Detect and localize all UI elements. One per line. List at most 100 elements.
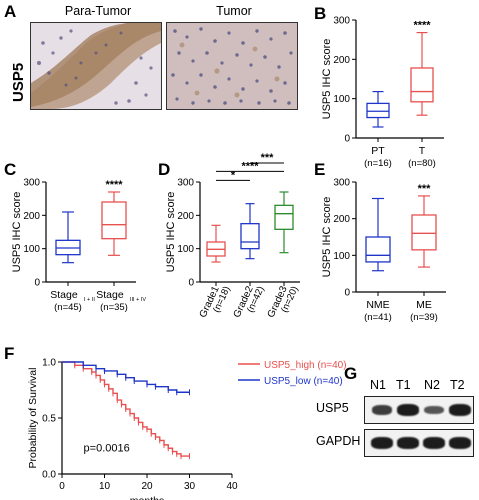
x-tick-n: (n=80) <box>408 158 436 169</box>
y-tick-label: 100 <box>333 251 350 262</box>
panel-label-c: C <box>4 160 17 179</box>
ihc-title-para-tumor: Para-Tumor <box>64 4 132 18</box>
box-iqr <box>240 223 260 250</box>
significance-label: * <box>231 169 236 181</box>
panel-label-f: F <box>4 344 15 363</box>
survival-plot-f: 0.0 0.5 1.0 0 10 20 30 40 months Probability of S… <box>27 358 347 500</box>
y-tick-label: 300 <box>177 178 194 189</box>
panel-label-d: D <box>158 160 171 179</box>
y-tick-label: 100 <box>333 94 350 105</box>
blot-label-usp5: USP5 <box>316 401 349 415</box>
x-tick-label: 30 <box>184 481 196 492</box>
box-0 <box>365 197 391 272</box>
ihc-title-tumor: Tumor <box>216 4 252 18</box>
box-1 <box>411 195 437 268</box>
x-tick-n: (n=39) <box>410 312 438 323</box>
box-iqr <box>411 214 437 251</box>
y-tick-label: 0 <box>188 278 194 289</box>
p-value-annotation: p=0.0016 <box>84 443 130 455</box>
box-1 <box>101 191 127 256</box>
x-tick-label: ME <box>416 299 432 311</box>
blot-band <box>371 437 393 449</box>
significance-label: **** <box>241 160 259 172</box>
x-tick-label: 40 <box>226 481 238 492</box>
x-axis-label: months <box>130 495 164 500</box>
y-tick-label: 0.5 <box>42 414 56 425</box>
lane-label-n1: N1 <box>370 378 386 392</box>
western-blot-gapdh <box>364 429 474 457</box>
box-iqr <box>410 67 434 103</box>
boxplot-b: 0 100 200 300 USP5 IHC score PT(n=16) T(n=80) *… <box>321 16 444 169</box>
legend-label-1: USP5_low (n=40) <box>264 376 343 387</box>
box-2 <box>274 191 294 254</box>
panel-label-b: B <box>314 4 327 23</box>
blot-band <box>397 437 419 449</box>
y-axis-label: USP5 IHC score <box>11 192 23 273</box>
blot-band <box>423 437 445 449</box>
y-tick-label: 200 <box>23 211 40 222</box>
significance-label: *** <box>261 152 275 164</box>
blot-label-gapdh: GAPDH <box>316 434 361 448</box>
box-iqr <box>366 102 390 119</box>
significance-label: **** <box>105 179 123 191</box>
lane-label-t2: T2 <box>450 378 465 392</box>
significance-label: **** <box>413 20 431 32</box>
blot-band <box>449 437 471 449</box>
x-tick-n: (n=45) <box>54 302 82 313</box>
box-iqr <box>101 201 127 240</box>
panel-label-a: A <box>4 2 17 21</box>
x-tick-label: T <box>419 145 426 157</box>
x-tick-label: 10 <box>99 481 111 492</box>
x-tick-label: Stage <box>96 289 124 301</box>
blot-band <box>449 404 471 416</box>
y-tick-label: 100 <box>23 244 40 255</box>
y-tick-label: 100 <box>177 244 194 255</box>
y-tick-label: 1.0 <box>42 358 56 369</box>
x-tick-label: 20 <box>141 481 153 492</box>
panel-label-g: G <box>344 364 358 383</box>
x-tick-n: (n=16) <box>364 158 392 169</box>
y-tick-label: 200 <box>177 211 194 222</box>
y-axis-label: USP5 IHC score <box>165 192 177 273</box>
y-tick-label: 0 <box>344 288 350 299</box>
x-tick-label: Stage <box>50 289 78 301</box>
y-axis-label: USP5 IHC score <box>321 197 333 278</box>
box-0 <box>55 211 81 264</box>
y-tick-label: 0 <box>344 134 350 145</box>
y-axis-label: Probability of Survival <box>27 368 39 469</box>
blot-band <box>397 404 419 416</box>
box-1 <box>240 203 260 260</box>
western-blot-usp5 <box>364 396 474 424</box>
y-tick-label: 300 <box>23 178 40 189</box>
x-tick-subscript: I + II <box>84 297 95 303</box>
survival-curve-0 <box>62 361 190 457</box>
legend-label-0: USP5_high (n=40) <box>264 360 347 371</box>
panel-label-e: E <box>314 160 326 179</box>
y-tick-label: 200 <box>333 55 350 66</box>
box-0 <box>206 224 226 263</box>
lane-label-t1: T1 <box>396 378 411 392</box>
x-tick-label: 0 <box>59 481 65 492</box>
y-tick-label: 0 <box>34 278 40 289</box>
y-tick-label: 300 <box>333 16 350 27</box>
x-tick-label: PT <box>371 145 385 157</box>
significance-label: *** <box>418 183 432 195</box>
y-tick-label: 300 <box>333 178 350 189</box>
lane-label-n2: N2 <box>424 378 440 392</box>
blot-band <box>424 405 444 415</box>
box-iqr <box>365 236 391 263</box>
ihc-image-para-tumor <box>30 22 162 110</box>
blot-band <box>371 404 393 415</box>
ihc-image-tumor <box>166 22 298 110</box>
y-axis-label: USP5 IHC score <box>321 39 333 120</box>
x-tick-n: (n=35) <box>100 302 128 313</box>
y-tick-label: 200 <box>333 214 350 225</box>
box-iqr <box>274 204 294 230</box>
ihc-row-label: USP5 <box>10 62 27 102</box>
x-tick-n: (n=41) <box>364 312 392 323</box>
y-tick-label: 0.0 <box>42 470 56 481</box>
x-tick-subscript: III + IV <box>130 297 146 303</box>
